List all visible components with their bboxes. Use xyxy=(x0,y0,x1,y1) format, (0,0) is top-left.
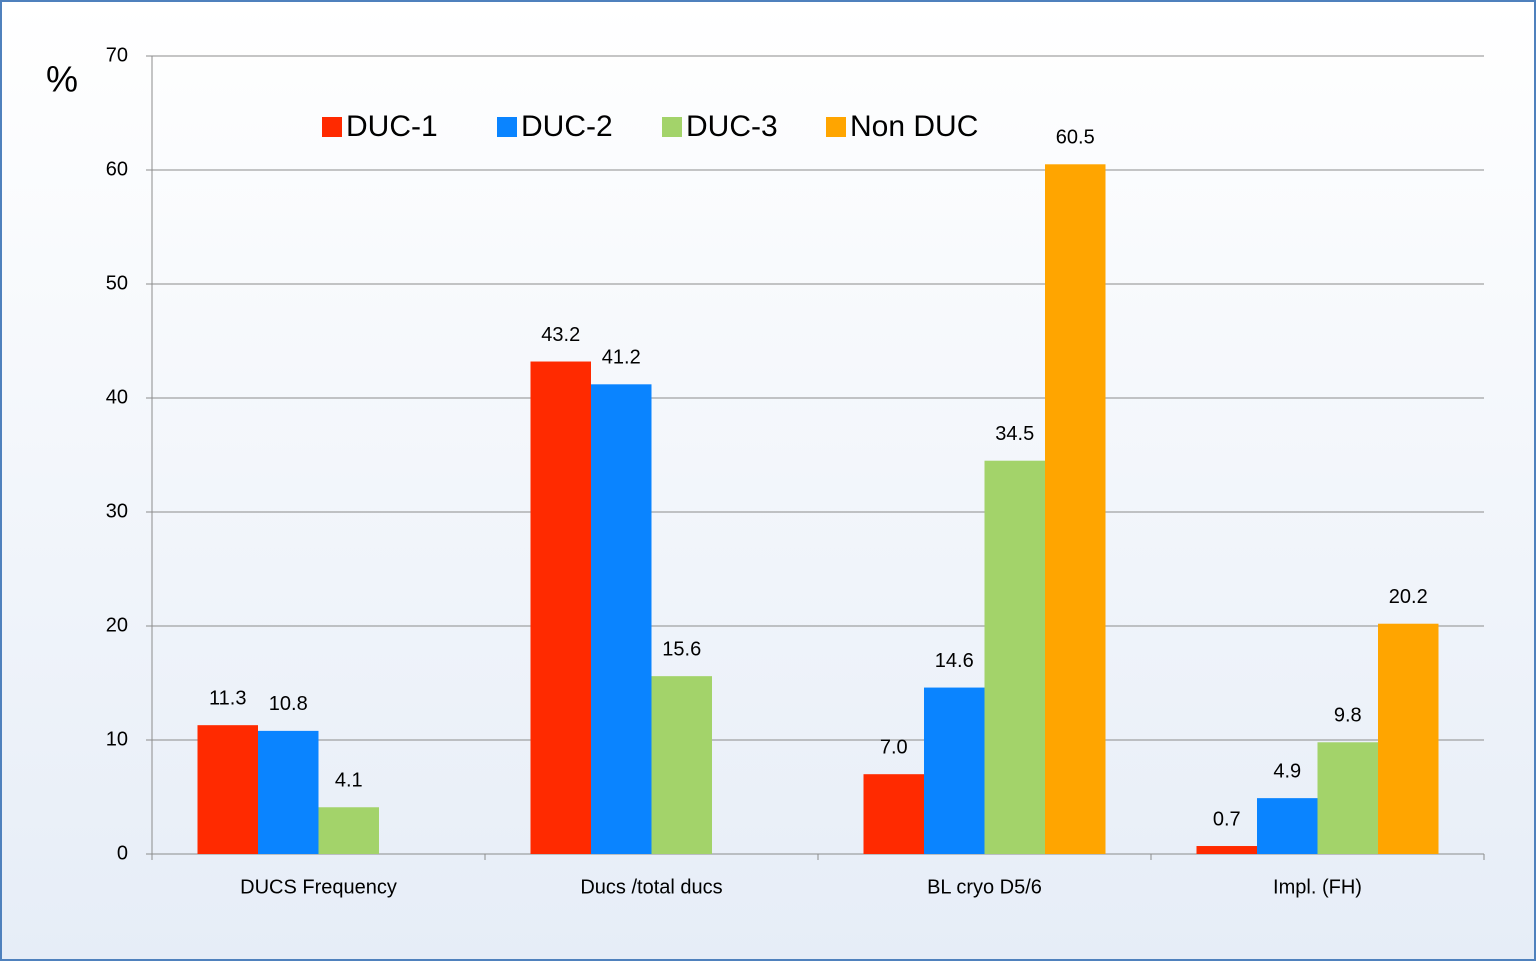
bar xyxy=(197,725,258,854)
x-tick-label: DUCS Frequency xyxy=(240,876,397,898)
bar xyxy=(924,687,985,854)
bar xyxy=(651,676,712,854)
data-label: 4.9 xyxy=(1273,760,1301,782)
data-label: 4.1 xyxy=(335,770,363,792)
legend-label: DUC-3 xyxy=(686,110,778,143)
y-tick-label: 0 xyxy=(117,842,128,864)
y-tick-label: 20 xyxy=(106,614,128,636)
bar xyxy=(1045,164,1106,855)
legend-swatch xyxy=(322,117,342,137)
x-tick-label: BL cryo D5/6 xyxy=(927,876,1042,898)
data-label: 14.6 xyxy=(935,650,974,672)
data-label: 7.0 xyxy=(880,736,908,758)
data-label: 34.5 xyxy=(995,423,1034,445)
data-label: 41.2 xyxy=(602,347,641,369)
x-tick-label: Ducs /total ducs xyxy=(580,876,722,898)
bar xyxy=(1317,742,1378,854)
bar xyxy=(1378,623,1439,854)
legend-swatch xyxy=(497,117,517,137)
x-tick-label: Impl. (FH) xyxy=(1273,876,1362,898)
bar xyxy=(1196,846,1257,854)
legend-swatch xyxy=(662,117,682,137)
data-label: 20.2 xyxy=(1389,586,1428,608)
bar xyxy=(984,460,1045,854)
bar xyxy=(530,361,591,854)
bar xyxy=(318,807,379,854)
legend-label: DUC-2 xyxy=(521,110,613,143)
y-tick-label: 50 xyxy=(106,272,128,294)
data-label: 9.8 xyxy=(1334,705,1362,727)
y-tick-label: 60 xyxy=(106,158,128,180)
bar xyxy=(863,774,924,854)
data-label: 0.7 xyxy=(1213,808,1241,830)
bar xyxy=(1257,798,1318,854)
data-label: 11.3 xyxy=(209,687,246,709)
bar xyxy=(258,730,319,854)
y-tick-label: 10 xyxy=(106,728,128,750)
y-tick-label: 40 xyxy=(106,386,128,408)
data-label: 10.8 xyxy=(269,693,308,715)
y-tick-label: 30 xyxy=(106,500,128,522)
data-label: 15.6 xyxy=(662,638,701,660)
legend-label: Non DUC xyxy=(850,110,978,143)
y-tick-label: 70 xyxy=(106,44,128,66)
legend-swatch xyxy=(826,117,846,137)
bar xyxy=(591,384,652,854)
y-axis-label: % xyxy=(46,59,78,100)
data-label: 43.2 xyxy=(541,324,580,346)
legend-label: DUC-1 xyxy=(346,110,438,143)
data-label: 60.5 xyxy=(1056,127,1095,149)
